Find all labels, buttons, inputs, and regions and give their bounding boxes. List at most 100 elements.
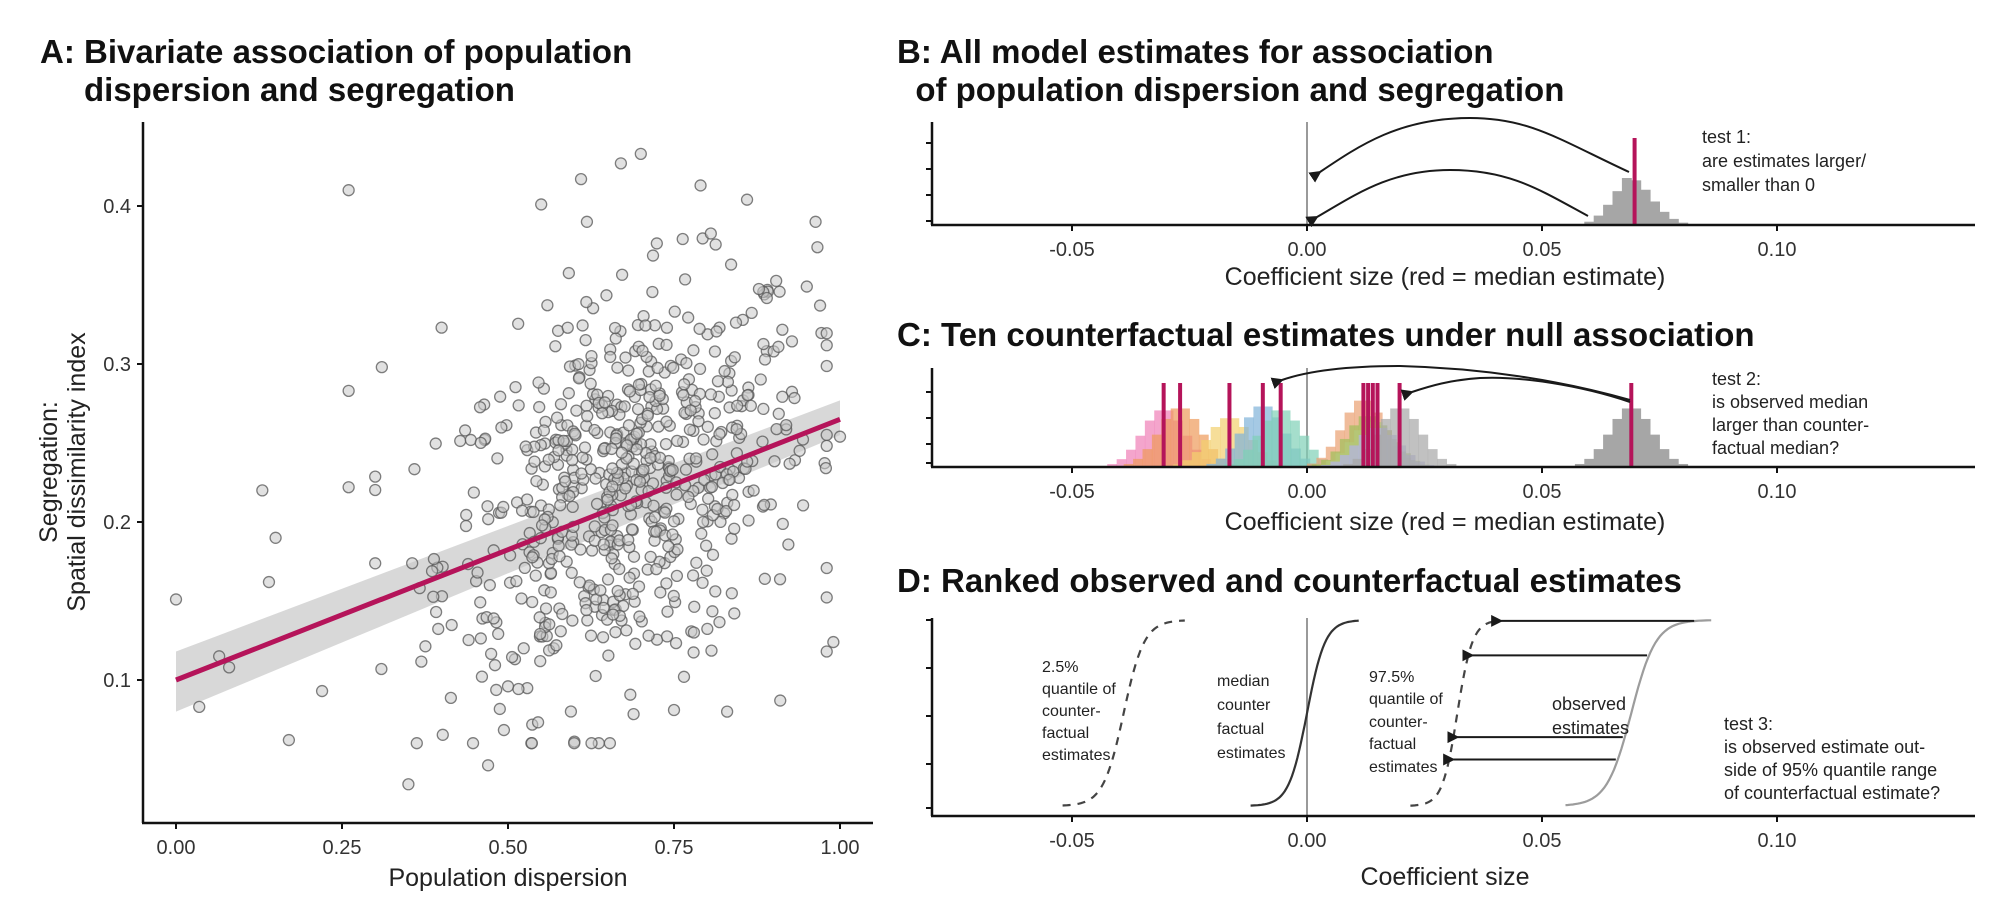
scatter-point bbox=[667, 361, 680, 374]
scatter-point bbox=[660, 415, 673, 428]
counterfactual-histogram-bar bbox=[1446, 463, 1457, 467]
scatter-point bbox=[537, 424, 551, 437]
label-line: 97.5% bbox=[1369, 669, 1414, 686]
scatter-point bbox=[282, 733, 296, 747]
scatter-point bbox=[497, 500, 510, 514]
scatter-point bbox=[596, 407, 609, 420]
scatter-point bbox=[553, 550, 566, 563]
scatter-point bbox=[820, 591, 833, 604]
annotation-line: side of 95% quantile range bbox=[1724, 760, 1937, 780]
x-tick-label: 0.05 bbox=[1523, 830, 1562, 852]
scatter-point bbox=[527, 505, 540, 519]
counterfactual-histogram-bar bbox=[1408, 418, 1419, 467]
scatter-point bbox=[646, 285, 659, 299]
scatter-point bbox=[534, 654, 547, 668]
scatter-point bbox=[552, 539, 565, 553]
ranked-curve-2 bbox=[1410, 619, 1500, 807]
scatter-point bbox=[710, 325, 723, 338]
scatter-point bbox=[474, 436, 487, 449]
scatter-point bbox=[580, 399, 593, 412]
x-axis-label: Coefficient size (red = median estimate) bbox=[1225, 263, 1666, 291]
label-line: estimates bbox=[1217, 745, 1285, 762]
arrow-to-high-median bbox=[1400, 376, 1631, 403]
scatter-point bbox=[679, 463, 693, 476]
counterfactual-histogram-bar bbox=[1210, 426, 1221, 467]
scatter-point bbox=[606, 519, 619, 532]
scatter-point bbox=[483, 579, 496, 592]
scatter-point bbox=[705, 644, 718, 657]
scatter-point bbox=[622, 533, 635, 547]
scatter-point bbox=[515, 504, 529, 517]
scatter-point bbox=[554, 398, 568, 411]
scatter-point bbox=[752, 282, 766, 296]
x-tick-label: 0.10 bbox=[1758, 239, 1797, 261]
x-tick-label: 0.75 bbox=[655, 837, 694, 859]
scatter-point bbox=[650, 562, 663, 576]
scatter-point bbox=[682, 311, 695, 324]
scatter-point bbox=[525, 737, 538, 750]
scatter-point bbox=[622, 364, 635, 377]
scatter-point bbox=[630, 427, 643, 440]
scatter-point bbox=[686, 569, 700, 582]
scatter-point bbox=[622, 419, 636, 432]
scatter-point bbox=[820, 439, 833, 453]
label-line: observed bbox=[1552, 694, 1626, 714]
scatter-point bbox=[683, 423, 697, 436]
scatter-point bbox=[820, 339, 833, 352]
scatter-point bbox=[669, 636, 683, 650]
counterfactual-histogram-bar bbox=[1180, 408, 1190, 467]
counterfactual-histogram-bar bbox=[1252, 435, 1263, 467]
scatter-point bbox=[464, 433, 477, 447]
scatter-point bbox=[487, 612, 500, 625]
scatter-point bbox=[435, 321, 448, 334]
annotation-line: larger than counter- bbox=[1712, 415, 1869, 435]
scatter-point bbox=[757, 402, 770, 416]
scatter-point bbox=[827, 635, 840, 649]
scatter-point bbox=[520, 493, 534, 506]
scatter-point bbox=[705, 480, 719, 494]
scatter-point bbox=[570, 404, 583, 417]
scatter-point bbox=[666, 463, 679, 477]
scatter-point bbox=[646, 249, 660, 262]
scatter-point bbox=[776, 323, 789, 336]
scatter-point bbox=[425, 565, 439, 578]
scatter-point bbox=[494, 390, 507, 403]
scatter-point bbox=[585, 349, 598, 363]
scatter-point bbox=[510, 574, 523, 588]
scatter-point bbox=[585, 737, 598, 750]
scatter-point bbox=[576, 451, 589, 464]
counterfactual-histogram-bar bbox=[1161, 418, 1172, 467]
counterfactual-histogram-bar bbox=[1142, 449, 1153, 467]
scatter-point bbox=[517, 642, 530, 655]
observed-histogram-bar bbox=[1640, 418, 1651, 467]
scatter-point bbox=[614, 157, 628, 170]
scatter-point bbox=[584, 377, 597, 390]
scatter-point bbox=[602, 649, 615, 662]
label-line: factual bbox=[1042, 725, 1089, 742]
counterfactual-histogram-bar bbox=[1261, 420, 1272, 467]
scatter-point bbox=[459, 519, 473, 533]
scatter-point bbox=[369, 470, 382, 483]
label-line: 2.5% bbox=[1042, 659, 1078, 676]
scatter-point bbox=[557, 434, 570, 448]
scatter-point bbox=[611, 584, 624, 598]
counterfactual-histogram-bar bbox=[1271, 410, 1282, 467]
scatter-point bbox=[609, 626, 622, 639]
curve-label-2-5: 2.5% quantile of counter- factual estima… bbox=[1042, 659, 1116, 764]
x-axis-label: Coefficient size bbox=[1360, 863, 1529, 891]
panel-b: B: All model estimates for association o… bbox=[897, 33, 1975, 291]
label-line: estimates bbox=[1042, 747, 1110, 764]
scatter-point bbox=[497, 723, 511, 737]
scatter-point bbox=[603, 737, 617, 750]
counterfactual-histogram-bar bbox=[1182, 460, 1193, 467]
label-line: median bbox=[1217, 673, 1269, 690]
scatter-point bbox=[597, 538, 610, 551]
scatter-point bbox=[562, 266, 575, 280]
scatter-point bbox=[568, 737, 581, 750]
scatter-point bbox=[531, 716, 545, 729]
scatter-point bbox=[436, 728, 449, 741]
scatter-point bbox=[677, 389, 690, 402]
scatter-point bbox=[415, 655, 428, 668]
scatter-point bbox=[677, 670, 691, 683]
scatter-point bbox=[408, 463, 421, 476]
